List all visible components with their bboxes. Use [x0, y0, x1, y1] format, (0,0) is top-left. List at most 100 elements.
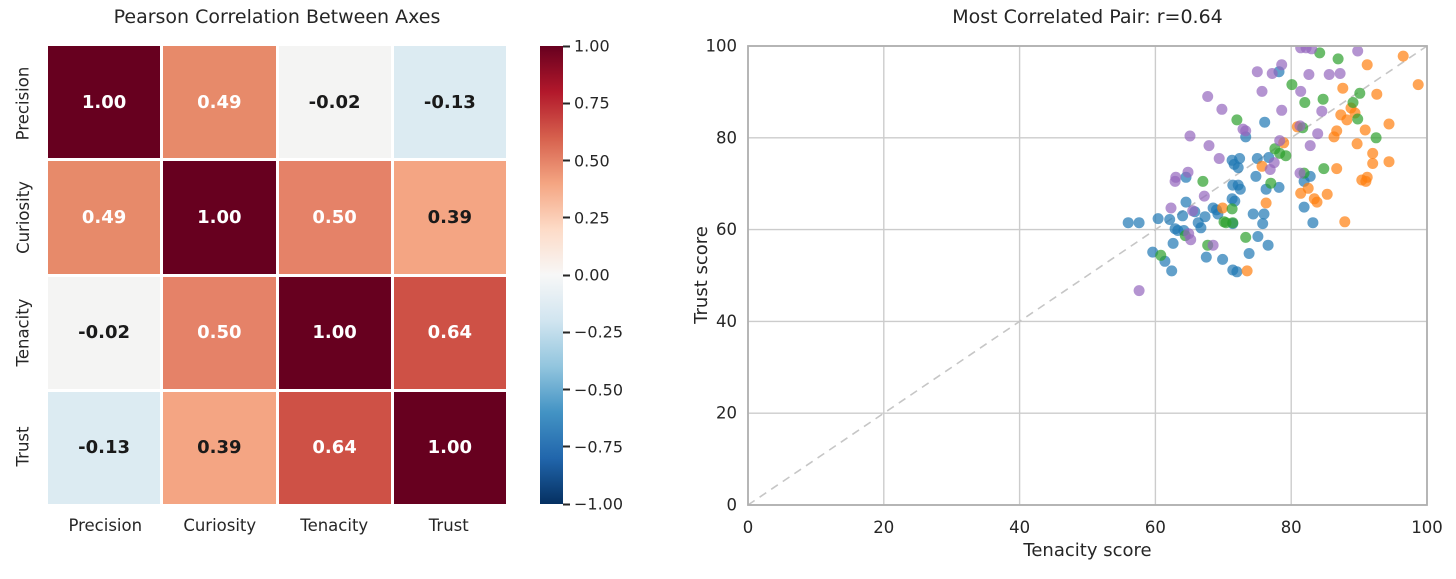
scatter-point: [1243, 248, 1255, 259]
identity-line: [747, 45, 1428, 506]
scatter-point: [1200, 251, 1212, 263]
y-tick-label: 100: [706, 37, 738, 56]
scatter-title: Most Correlated Pair: r=0.64: [952, 6, 1223, 28]
heatmap-cell-Tenacity-Curiosity: 0.50: [163, 276, 276, 389]
scatter-point: [1321, 188, 1333, 200]
scatter-point: [1351, 138, 1363, 150]
heatmap-cell-Precision-Tenacity: -0.02: [278, 46, 391, 159]
scatter-point: [1165, 202, 1177, 214]
scatter-tick-labels: 0 20 40 60 80 100 0 20 40 60 80 100: [706, 37, 1443, 538]
scatter-point: [1240, 125, 1252, 137]
scatter-point: [1412, 79, 1424, 91]
heatmap-cell-Curiosity-Precision: 0.49: [48, 161, 161, 274]
scatter-point: [1294, 120, 1306, 132]
scatter-point: [1180, 196, 1192, 208]
heatmap-cell-Curiosity-Tenacity: 0.50: [278, 161, 391, 274]
scatter-point: [1312, 128, 1324, 140]
scatter-point: [1295, 85, 1307, 97]
colorbar-tick: −1.00: [563, 495, 623, 514]
scatter-point: [1252, 231, 1264, 242]
scatter-point: [1371, 88, 1383, 100]
colorbar-tick: 0.75: [563, 94, 610, 113]
scatter-point: [1133, 285, 1145, 297]
heatmap-grid: 1.00 0.49 -0.02 -0.13 0.49 1.00 0.50 0.39 -0.02 0…: [48, 46, 506, 504]
scatter-point: [1259, 116, 1271, 128]
scatter-point: [1314, 47, 1326, 59]
heatmap-cell-Trust-Curiosity: 0.39: [163, 391, 276, 504]
scatter-point: [1294, 167, 1306, 179]
x-tick-label: 100: [1411, 518, 1443, 537]
scatter-point: [1203, 140, 1215, 152]
scatter-point: [1251, 66, 1263, 78]
scatter-point: [1367, 147, 1379, 159]
scatter-point: [1318, 163, 1330, 175]
scatter-border: [747, 45, 1428, 506]
scatter-point: [1187, 205, 1199, 217]
scatter-point: [1276, 59, 1288, 71]
scatter-point: [1370, 132, 1382, 144]
y-tick-label: 80: [716, 128, 737, 147]
heatmap-col-labels: Precision Curiosity Tenacity Trust: [48, 516, 506, 535]
scatter-points: [1122, 46, 1424, 297]
scatter-point: [1298, 201, 1310, 213]
scatter-point: [1231, 266, 1243, 278]
colorbar-tick: 0.25: [563, 208, 610, 227]
scatter-point: [1207, 239, 1219, 251]
scatter-point: [1266, 68, 1278, 79]
scatter-point: [1241, 265, 1253, 277]
scatter-point: [1169, 175, 1181, 187]
scatter-point: [1352, 113, 1364, 125]
scatter-point: [1383, 118, 1395, 130]
scatter-point: [1256, 85, 1268, 97]
scatter-point: [1155, 249, 1167, 261]
scatter-point: [1264, 164, 1276, 175]
scatter-point: [1247, 208, 1259, 220]
scatter-point: [1354, 87, 1366, 99]
scatter-point: [1295, 187, 1307, 199]
scatter-point: [1306, 46, 1318, 55]
scatter-point: [1217, 202, 1229, 214]
scatter-point: [1311, 196, 1323, 208]
scatter-point: [1216, 103, 1228, 115]
scatter-point: [1359, 124, 1371, 136]
scatter-point: [1195, 222, 1207, 234]
scatter-point: [1262, 239, 1274, 251]
y-tick-label: 40: [716, 312, 737, 331]
scatter-point: [1240, 231, 1252, 243]
scatter-point: [1197, 175, 1209, 187]
scatter-point: [1227, 217, 1239, 229]
heatmap-col-label: Precision: [68, 516, 143, 535]
scatter-point: [1280, 150, 1292, 162]
scatter-point: [1167, 237, 1179, 249]
scatter-point: [1361, 59, 1373, 71]
scatter-point: [1307, 217, 1319, 229]
colorbar: [540, 46, 563, 504]
heatmap-cell-Trust-Precision: -0.13: [48, 391, 161, 504]
x-tick-label: 80: [1281, 518, 1302, 537]
scatter-point: [1231, 114, 1243, 126]
colorbar-tick: 0.00: [563, 266, 610, 285]
scatter-point: [1217, 253, 1229, 265]
scatter-point: [1332, 53, 1344, 65]
scatter-point: [1367, 158, 1379, 169]
scatter-point: [1232, 162, 1244, 174]
scatter-point: [1334, 68, 1346, 79]
scatter-point: [1316, 105, 1328, 117]
x-tick-label: 0: [743, 518, 754, 537]
scatter-point: [1360, 175, 1372, 187]
scatter-point: [1213, 153, 1225, 164]
group-blue: [1122, 66, 1319, 278]
colorbar-tick: −0.25: [563, 323, 623, 342]
scatter-point: [1133, 217, 1145, 229]
scatter-point: [1164, 214, 1176, 225]
scatter-xlabel: Tenacity score: [1023, 540, 1152, 561]
scatter-point: [1166, 265, 1178, 277]
heatmap-cell-Tenacity-Precision: -0.02: [48, 276, 161, 389]
scatter-point: [1274, 135, 1286, 147]
heatmap-cell-Tenacity-Trust: 0.64: [393, 276, 506, 389]
colorbar-tick: −0.75: [563, 437, 623, 456]
scatter-point: [1184, 130, 1196, 142]
scatter-point: [1276, 104, 1288, 116]
